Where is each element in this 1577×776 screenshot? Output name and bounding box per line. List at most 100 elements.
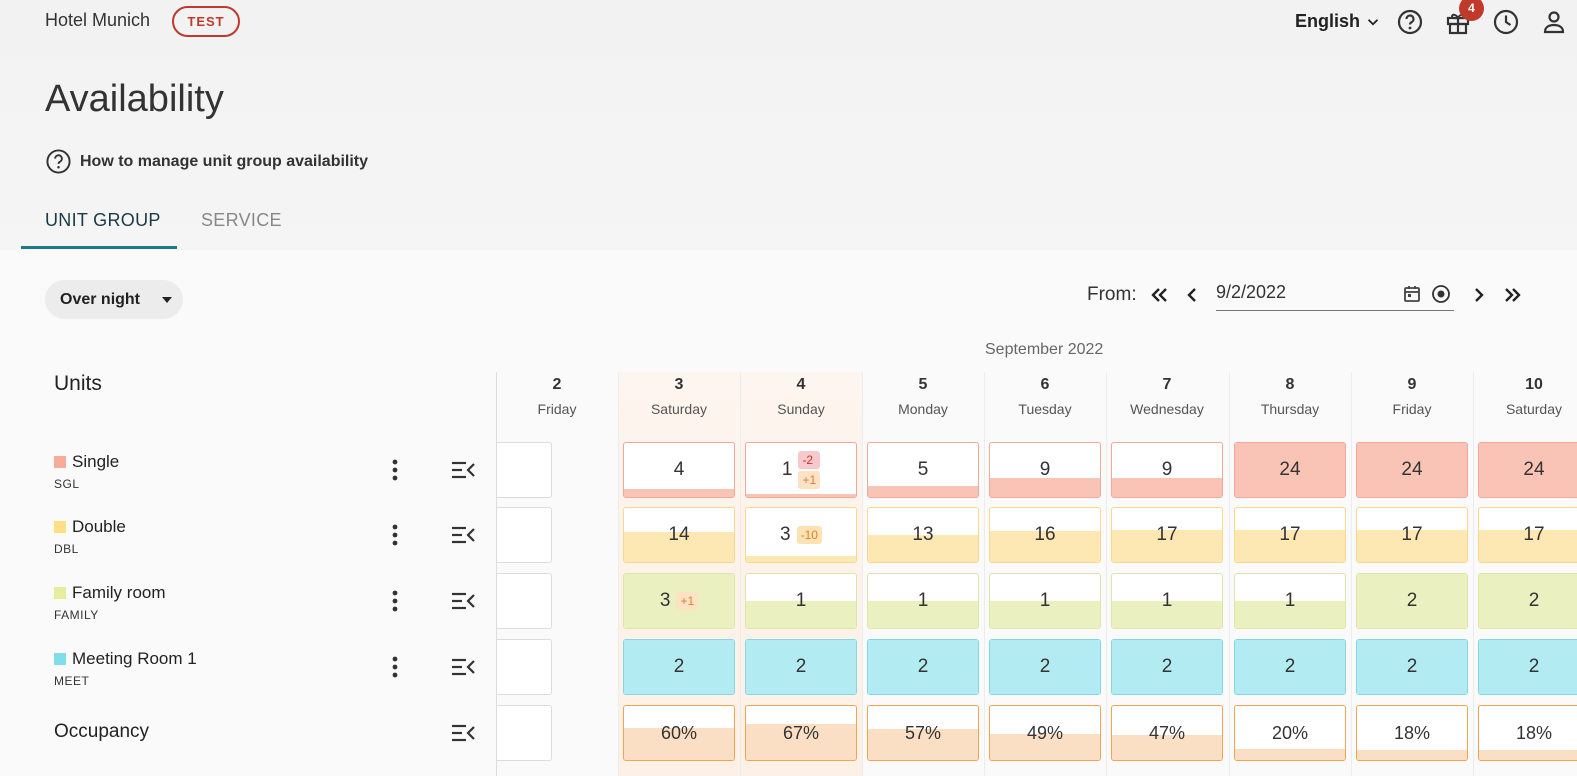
mode-select[interactable]: Over night	[45, 280, 183, 319]
availability-cell[interactable]: 2	[1356, 573, 1468, 629]
cell-value: 2	[795, 656, 807, 677]
availability-cell[interactable]: 13	[867, 507, 979, 563]
cell-value: 1	[917, 590, 929, 611]
more-vert-icon[interactable]	[385, 523, 405, 547]
more-vert-icon[interactable]	[385, 589, 405, 613]
cell-value: 2	[1528, 590, 1540, 611]
collapse-row-icon[interactable]	[450, 525, 476, 545]
account-icon[interactable]	[1540, 8, 1568, 36]
next-icon[interactable]	[1467, 283, 1491, 307]
cell-value: 13	[912, 524, 934, 545]
cell-content: 47%	[1112, 706, 1222, 760]
help-link-label: How to manage unit group availability	[80, 152, 369, 170]
availability-cell[interactable]: 14	[623, 507, 735, 563]
help-circle-icon	[46, 149, 71, 174]
day-number: 7	[1162, 376, 1172, 393]
availability-cell[interactable]: 3 +1	[623, 573, 735, 629]
availability-cell[interactable]: 2	[1478, 573, 1577, 629]
jump-forward-icon[interactable]	[1501, 283, 1525, 307]
availability-fill-bar	[1235, 601, 1345, 628]
unit-name: Family room	[54, 583, 166, 603]
day-name: Saturday	[1505, 401, 1563, 417]
availability-cell[interactable]: 2	[1356, 639, 1468, 695]
occupancy-cell[interactable]: 60%	[623, 705, 735, 761]
cell-content: 2	[1479, 574, 1577, 628]
collapse-row-icon[interactable]	[450, 657, 476, 677]
collapse-row-icon[interactable]	[450, 460, 476, 480]
cell-value: 3	[780, 524, 791, 545]
cell-value: 24	[1401, 459, 1423, 480]
occupancy-cell[interactable]: 47%	[1111, 705, 1223, 761]
occupancy-cell[interactable]: 67%	[745, 705, 857, 761]
availability-cell[interactable]: 1	[867, 573, 979, 629]
availability-cell[interactable]: 4	[623, 442, 735, 498]
availability-cell[interactable]: 17	[1111, 507, 1223, 563]
collapse-row-icon[interactable]	[450, 591, 476, 611]
availability-cell[interactable]: 2	[1234, 639, 1346, 695]
availability-cell[interactable]: 2	[989, 639, 1101, 695]
availability-fill-bar	[746, 555, 856, 562]
occupancy-cell[interactable]: 18%	[1356, 705, 1468, 761]
cell-content: 24	[1357, 443, 1467, 497]
help-icon[interactable]	[1396, 8, 1424, 36]
occupancy-cell[interactable]: 57%	[867, 705, 979, 761]
availability-cell[interactable]: 3 -10	[745, 507, 857, 563]
availability-cell[interactable]: 2	[1478, 639, 1577, 695]
previous-day-cell	[496, 573, 552, 629]
cell-value: 2	[1406, 590, 1418, 611]
cell-value: 17	[1156, 524, 1178, 545]
availability-fill-bar	[990, 601, 1100, 628]
more-vert-icon[interactable]	[385, 458, 405, 482]
occupancy-cell[interactable]: 18%	[1478, 705, 1577, 761]
availability-cell[interactable]: 2	[623, 639, 735, 695]
day-name: Tuesday	[1018, 401, 1072, 417]
availability-fill-bar	[1479, 443, 1577, 497]
tab-unit-group[interactable]: UNIT GROUP	[45, 210, 161, 230]
availability-fill-bar	[868, 486, 978, 497]
jump-back-icon[interactable]	[1147, 283, 1171, 307]
availability-cell[interactable]: 1	[1111, 573, 1223, 629]
collapse-row-icon[interactable]	[450, 723, 476, 743]
occupancy-cell[interactable]: 49%	[989, 705, 1101, 761]
availability-fill-bar	[990, 531, 1100, 562]
unit-color-swatch	[54, 456, 66, 468]
availability-cell[interactable]: 9	[989, 442, 1101, 498]
availability-cell[interactable]: 1	[1234, 573, 1346, 629]
column-divider	[862, 372, 863, 776]
availability-cell[interactable]: 24	[1234, 442, 1346, 498]
availability-cell[interactable]: 1	[989, 573, 1101, 629]
availability-cell[interactable]: 24	[1478, 442, 1577, 498]
cell-value: 47%	[1148, 722, 1186, 743]
availability-fill-bar	[746, 494, 856, 497]
language-selector[interactable]: English	[1295, 11, 1382, 32]
cell-content: 2	[1112, 640, 1222, 694]
day-name: Friday	[1392, 401, 1432, 417]
cell-value: 17	[1279, 524, 1301, 545]
availability-cell[interactable]: 17	[1478, 507, 1577, 563]
calendar-icon[interactable]	[1401, 283, 1423, 305]
availability-cell[interactable]: 1	[745, 573, 857, 629]
tab-service[interactable]: SERVICE	[201, 210, 282, 230]
from-date-input[interactable]: 9/2/2022	[1216, 278, 1454, 311]
availability-fill-bar	[624, 532, 734, 562]
availability-cell[interactable]: 17	[1356, 507, 1468, 563]
availability-cell[interactable]: 2	[1111, 639, 1223, 695]
availability-cell[interactable]: 2	[745, 639, 857, 695]
delta-stack: +1	[676, 592, 699, 610]
occupancy-cell[interactable]: 20%	[1234, 705, 1346, 761]
grid-divider	[496, 372, 497, 776]
availability-cell[interactable]: 9	[1111, 442, 1223, 498]
availability-cell[interactable]: 2	[867, 639, 979, 695]
availability-cell[interactable]: 17	[1234, 507, 1346, 563]
unit-name: Meeting Room 1	[54, 649, 197, 669]
availability-cell[interactable]: 24	[1356, 442, 1468, 498]
previous-icon[interactable]	[1180, 283, 1204, 307]
more-vert-icon[interactable]	[385, 655, 405, 679]
help-link[interactable]: How to manage unit group availability	[45, 148, 368, 175]
availability-fill-bar	[1357, 750, 1467, 760]
availability-cell[interactable]: 5	[867, 442, 979, 498]
availability-cell[interactable]: 16	[989, 507, 1101, 563]
history-icon[interactable]	[1492, 8, 1520, 36]
today-target-icon[interactable]	[1430, 283, 1452, 305]
availability-cell[interactable]: 1 -2 +1	[745, 442, 857, 498]
